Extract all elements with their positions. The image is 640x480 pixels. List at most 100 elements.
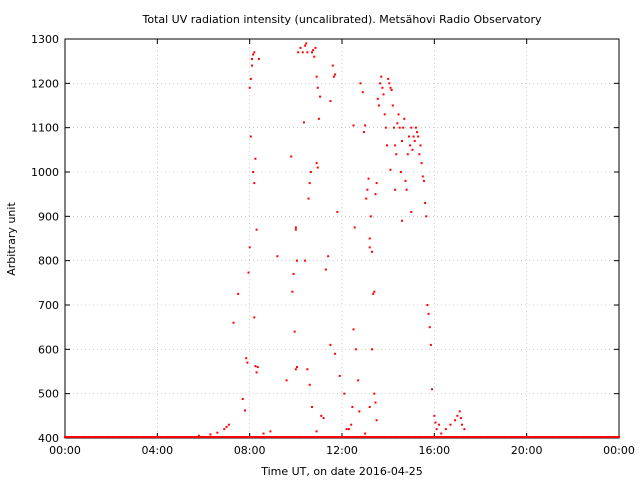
baseline-point bbox=[154, 436, 157, 438]
data-point bbox=[316, 86, 319, 89]
baseline-point bbox=[396, 436, 399, 438]
data-point bbox=[386, 144, 389, 147]
baseline-point bbox=[413, 436, 416, 438]
data-point bbox=[254, 365, 257, 368]
baseline-point bbox=[237, 436, 240, 438]
data-point bbox=[334, 73, 337, 76]
baseline-point bbox=[115, 436, 118, 438]
data-point bbox=[381, 86, 384, 89]
data-point bbox=[291, 290, 294, 293]
baseline-point bbox=[93, 436, 96, 438]
data-point bbox=[394, 188, 397, 191]
baseline-point bbox=[320, 436, 323, 438]
data-point bbox=[334, 352, 337, 355]
data-point bbox=[352, 124, 355, 127]
baseline-points bbox=[64, 436, 620, 438]
data-point bbox=[456, 414, 459, 417]
baseline-point bbox=[566, 436, 569, 438]
baseline-point bbox=[346, 436, 349, 438]
baseline-point bbox=[267, 436, 270, 438]
baseline-point bbox=[195, 436, 198, 438]
baseline-point bbox=[525, 436, 528, 438]
baseline-point bbox=[479, 436, 482, 438]
data-point bbox=[315, 430, 318, 433]
data-point bbox=[244, 409, 247, 412]
baseline-point bbox=[584, 436, 587, 438]
baseline-point bbox=[64, 436, 66, 438]
data-point bbox=[354, 348, 357, 351]
baseline-point bbox=[448, 436, 451, 438]
baseline-point bbox=[228, 436, 231, 438]
data-point bbox=[290, 155, 293, 158]
data-point bbox=[373, 290, 376, 293]
y-tick-label: 900 bbox=[38, 210, 59, 223]
baseline-point bbox=[601, 436, 604, 438]
data-point bbox=[374, 193, 377, 196]
baseline-point bbox=[558, 436, 561, 438]
baseline-point bbox=[581, 436, 584, 438]
baseline-point bbox=[424, 436, 427, 438]
baseline-point bbox=[147, 436, 150, 438]
data-point bbox=[364, 124, 367, 127]
baseline-point bbox=[222, 436, 225, 438]
baseline-point bbox=[521, 436, 524, 438]
baseline-point bbox=[376, 436, 379, 438]
baseline-point bbox=[341, 436, 343, 438]
baseline-point bbox=[254, 436, 257, 438]
baseline-point bbox=[206, 436, 209, 438]
baseline-point bbox=[390, 436, 393, 438]
data-point bbox=[368, 237, 371, 240]
baseline-point bbox=[150, 436, 153, 438]
baseline-point bbox=[233, 436, 236, 438]
baseline-point bbox=[104, 436, 107, 438]
baseline-point bbox=[191, 436, 194, 438]
baseline-point bbox=[592, 436, 595, 438]
baseline-point bbox=[182, 436, 185, 438]
baseline-point bbox=[171, 436, 174, 438]
baseline-point bbox=[431, 436, 434, 438]
y-tick-label: 1100 bbox=[31, 122, 59, 135]
baseline-point bbox=[165, 436, 168, 438]
baseline-point bbox=[557, 436, 560, 438]
baseline-point bbox=[331, 436, 334, 438]
baseline-point bbox=[232, 436, 235, 438]
data-point bbox=[310, 51, 313, 54]
data-point bbox=[372, 292, 375, 295]
baseline-point bbox=[370, 436, 373, 438]
baseline-point bbox=[215, 436, 218, 438]
x-tick-labels: 00:00 04:00 08:00 12:00 16:00 20:00 00:00 bbox=[49, 444, 635, 457]
y-tick-label: 1000 bbox=[31, 166, 59, 179]
baseline-point bbox=[128, 436, 131, 438]
baseline-point bbox=[593, 436, 596, 438]
data-point bbox=[294, 226, 297, 229]
data-point bbox=[352, 328, 355, 331]
x-tick-label: 12:00 bbox=[326, 444, 358, 457]
data-point bbox=[253, 316, 256, 319]
baseline-point bbox=[472, 436, 475, 438]
baseline-point bbox=[497, 436, 500, 438]
data-point bbox=[434, 421, 437, 424]
baseline-point bbox=[366, 436, 369, 438]
data-point bbox=[216, 431, 219, 434]
baseline-point bbox=[123, 436, 126, 438]
data-point bbox=[310, 405, 313, 408]
baseline-point bbox=[353, 436, 356, 438]
baseline-point bbox=[514, 436, 517, 438]
baseline-point bbox=[226, 436, 229, 438]
baseline-point bbox=[156, 436, 159, 438]
baseline-point bbox=[582, 436, 585, 438]
baseline-point bbox=[298, 436, 301, 438]
baseline-point bbox=[381, 436, 384, 438]
data-point bbox=[255, 228, 258, 231]
data-point bbox=[249, 135, 252, 138]
baseline-point bbox=[475, 436, 478, 438]
baseline-point bbox=[492, 436, 495, 438]
data-point bbox=[387, 77, 390, 80]
data-point bbox=[276, 255, 279, 258]
data-point bbox=[295, 259, 298, 262]
baseline-point bbox=[261, 436, 264, 438]
data-point bbox=[329, 100, 332, 103]
baseline-point bbox=[540, 436, 543, 438]
baseline-point bbox=[553, 436, 556, 438]
data-point bbox=[307, 197, 310, 200]
